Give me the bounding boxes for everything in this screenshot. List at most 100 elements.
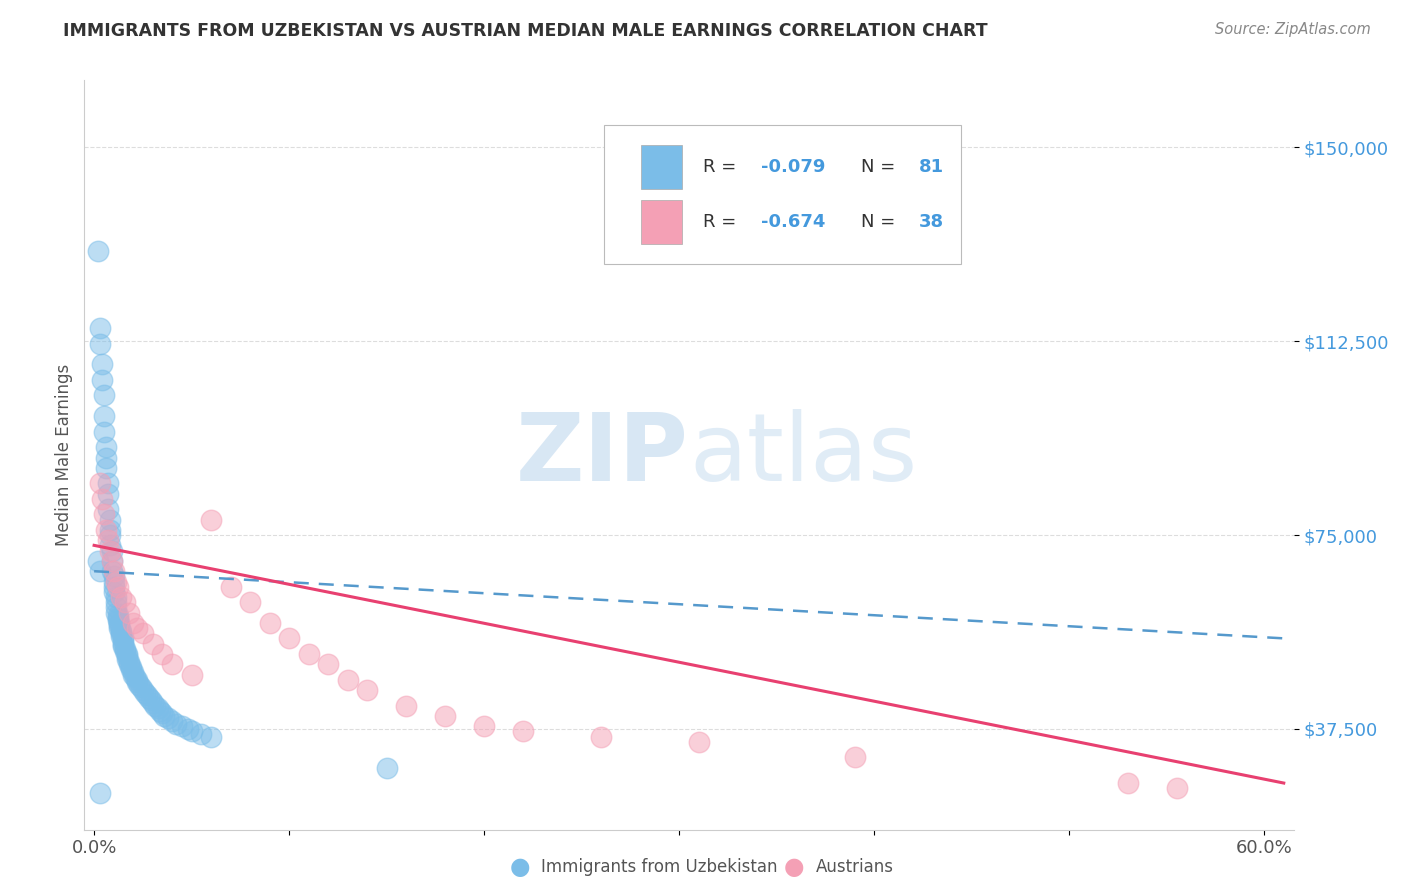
Point (114, 595, 136, 609)
Text: N =: N = (860, 158, 901, 177)
Point (98, 523, 121, 537)
Text: -0.674: -0.674 (762, 213, 825, 231)
Point (336, 673, 359, 687)
Text: ●: ● (785, 855, 804, 879)
Point (120, 660, 142, 674)
Point (125, 673, 148, 687)
Point (150, 647, 173, 661)
Point (93, 425, 115, 439)
Point (100, 564, 122, 578)
Text: ZIP: ZIP (516, 409, 689, 501)
Point (97, 486, 120, 500)
Point (98, 543, 121, 558)
Point (114, 644, 136, 658)
Point (93, 388, 115, 402)
Point (87, 554, 110, 568)
Point (177, 722, 200, 736)
Point (100, 554, 122, 568)
Point (110, 629, 132, 643)
Point (90, 373, 112, 387)
Point (94, 440, 117, 454)
Text: -0.079: -0.079 (762, 158, 825, 177)
Point (129, 681, 152, 695)
Y-axis label: Median Male Earnings: Median Male Earnings (55, 364, 73, 546)
Point (472, 719, 495, 733)
Point (160, 714, 183, 728)
Point (93, 409, 115, 424)
Point (1116, 776, 1139, 790)
Point (375, 760, 398, 774)
Point (165, 716, 187, 731)
Text: R =: R = (703, 158, 742, 177)
Point (138, 690, 160, 705)
Point (259, 615, 281, 630)
Point (118, 657, 141, 672)
Point (591, 730, 613, 744)
Point (110, 624, 132, 638)
Point (114, 641, 136, 656)
Point (219, 580, 242, 594)
Point (844, 750, 866, 764)
Point (89, 786, 111, 800)
Point (103, 574, 125, 589)
Point (87, 244, 110, 258)
Point (149, 704, 172, 718)
Point (117, 652, 139, 666)
FancyBboxPatch shape (641, 145, 682, 189)
Point (107, 608, 129, 623)
Point (200, 512, 222, 526)
Point (135, 688, 157, 702)
Point (112, 632, 135, 646)
Point (98, 538, 121, 552)
Point (100, 554, 122, 568)
Point (110, 590, 132, 604)
Point (103, 580, 125, 594)
Text: atlas: atlas (689, 409, 917, 501)
Point (170, 719, 193, 733)
Point (512, 724, 534, 739)
Point (104, 600, 127, 615)
Point (97, 476, 120, 491)
Point (98, 512, 121, 526)
Text: ●: ● (510, 855, 530, 879)
Point (90, 491, 112, 506)
Point (117, 649, 139, 664)
Point (142, 696, 165, 710)
Point (148, 701, 170, 715)
Point (125, 675, 148, 690)
Point (180, 724, 202, 739)
Point (157, 711, 180, 725)
Point (117, 647, 139, 661)
Point (128, 678, 150, 692)
Point (356, 683, 378, 698)
Point (124, 670, 146, 684)
Point (112, 639, 135, 653)
Point (107, 610, 129, 624)
Point (90, 358, 112, 372)
Point (239, 595, 262, 609)
Point (278, 632, 301, 646)
Point (150, 706, 173, 721)
Point (104, 574, 127, 589)
Point (120, 662, 142, 676)
Point (98, 528, 121, 542)
Point (688, 735, 710, 749)
Point (107, 613, 129, 627)
Point (89, 564, 111, 578)
Point (104, 595, 127, 609)
Point (97, 502, 120, 516)
Text: N =: N = (860, 213, 901, 231)
Point (122, 615, 145, 630)
Point (107, 580, 129, 594)
Point (143, 698, 166, 713)
Point (103, 569, 125, 583)
Point (153, 709, 176, 723)
Point (89, 476, 111, 491)
Point (316, 657, 339, 672)
FancyBboxPatch shape (605, 125, 962, 264)
Point (122, 665, 145, 679)
Point (93, 508, 115, 522)
Text: IMMIGRANTS FROM UZBEKISTAN VS AUSTRIAN MEDIAN MALE EARNINGS CORRELATION CHART: IMMIGRANTS FROM UZBEKISTAN VS AUSTRIAN M… (63, 22, 988, 40)
Point (132, 626, 155, 640)
FancyBboxPatch shape (641, 200, 682, 244)
